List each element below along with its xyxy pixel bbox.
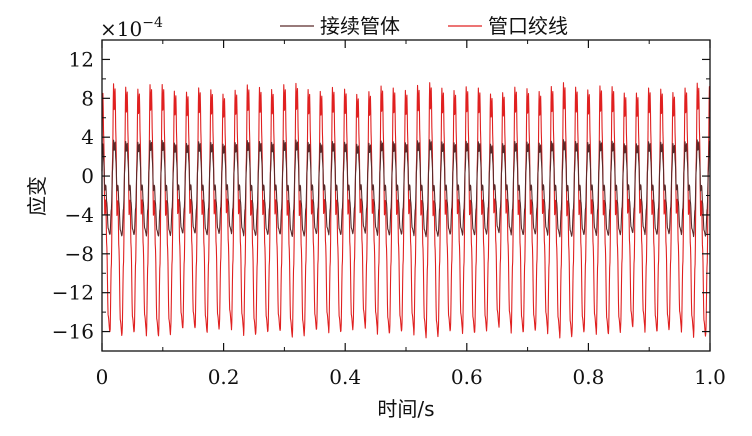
- y-tick-label: 4: [81, 125, 94, 149]
- y-tick-label: −8: [65, 242, 94, 266]
- x-tick-label: 0: [96, 365, 109, 389]
- x-tick-label: 0.6: [451, 365, 483, 389]
- legend: 接续管体 管口绞线: [280, 14, 568, 38]
- y-multiplier-label: ×10−4: [100, 15, 163, 41]
- y-tick-label: 0: [81, 164, 94, 188]
- plot-series: [101, 82, 711, 339]
- y-tick-label: 8: [81, 86, 94, 110]
- series-line-0: [101, 139, 711, 238]
- y-multiplier-exponent: −4: [142, 15, 163, 31]
- x-tick-label: 1.0: [694, 365, 726, 389]
- x-axis-ticks: 0 0.2 0.4 0.6 0.8 1.0: [96, 40, 726, 389]
- y-tick-label: −4: [65, 203, 94, 227]
- y-axis-title: 应变: [25, 176, 49, 216]
- series-line-1: [101, 82, 711, 339]
- x-tick-label: 0.2: [208, 365, 240, 389]
- y-tick-label: −12: [52, 281, 94, 305]
- x-axis-title: 时间/s: [377, 397, 434, 421]
- x-tick-label: 0.8: [572, 365, 604, 389]
- legend-label: 管口绞线: [488, 14, 568, 38]
- x-tick-label: 0.4: [329, 365, 361, 389]
- legend-label: 接续管体: [320, 14, 400, 38]
- y-axis-ticks: −16 −12 −8 −4 0 4 8 12: [52, 39, 710, 344]
- y-tick-label: −16: [52, 320, 94, 344]
- y-tick-label: 12: [69, 47, 94, 71]
